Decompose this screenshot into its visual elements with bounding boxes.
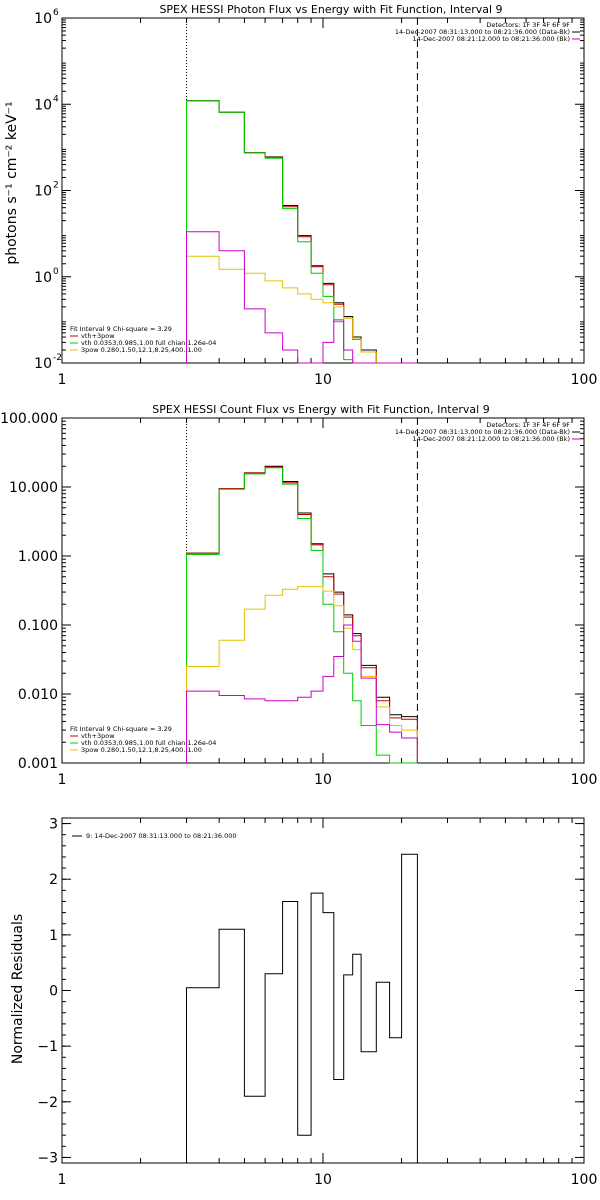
count-flux-panel: SPEX HESSI Count Flux vs Energy with Fit… — [0, 403, 597, 788]
y-tick-label: 10 — [34, 356, 52, 372]
fit-legend-header: Fit Interval 9 Chi-square = 3.29 — [70, 325, 172, 333]
y-tick-label: 2 — [49, 872, 58, 888]
series-3pow-line — [186, 255, 418, 364]
y-tick-label: 10.000 — [9, 480, 58, 496]
y-tick-exponent: 6 — [53, 8, 59, 18]
series-data-line — [186, 100, 418, 364]
y-tick-label: 100.000 — [0, 411, 58, 427]
x-tick-label: 100 — [571, 372, 598, 388]
info-line: Detectors: 1F 3F 4F 6F 9F — [486, 21, 570, 29]
count-flux-fit-legend: Fit Interval 9 Chi-square = 3.29vth+3pow… — [70, 725, 216, 754]
info-line: Detectors: 1F 3F 4F 6F 9F — [486, 421, 570, 429]
x-tick-label: 1 — [58, 1172, 67, 1188]
info-line: 14-Dec-2007 08:21:12.000 to 08:21:36.000… — [413, 35, 571, 43]
y-tick-exponent: 4 — [53, 94, 59, 104]
y-tick-label: −2 — [37, 1095, 58, 1111]
count-flux-x-axis: 1 10 100 — [58, 418, 598, 788]
fit-legend-header: Fit Interval 9 Chi-square = 3.29 — [70, 725, 172, 733]
photon-flux-plot-frame — [61, 17, 585, 364]
y-tick-label: 10 — [34, 184, 52, 200]
residuals-legend-text: 9: 14-Dec-2007 08:31:13.000 to 08:21:36.… — [86, 832, 237, 840]
y-tick-label: 0.001 — [18, 756, 58, 772]
series-residuals-line — [186, 853, 418, 1163]
count-flux-series — [186, 465, 418, 764]
fit-legend-text: vth 0.0353,0.985,1.00 full chian 1.26e-0… — [81, 739, 216, 747]
x-tick-label: 100 — [571, 1172, 598, 1188]
residuals-series — [186, 853, 418, 1163]
info-line: 14-Dec-2007 08:31:13.000 to 08:21:36.000… — [395, 28, 570, 36]
fit-legend-text: vth+3pow — [81, 332, 115, 340]
y-tick-exponent: 0 — [53, 267, 59, 277]
photon-flux-series — [186, 100, 418, 364]
y-tick-label: −1 — [37, 1039, 58, 1055]
y-tick-label: 0.100 — [18, 618, 58, 634]
y-tick-label: 0 — [49, 984, 58, 1000]
x-tick-label: 10 — [314, 1172, 332, 1188]
photon-flux-fit-range-lines — [186, 18, 418, 363]
photon-flux-title: SPEX HESSI Photon Flux vs Energy with Fi… — [159, 3, 502, 16]
x-tick-label: 1 — [58, 372, 67, 388]
info-line: 14-Dec-2007 08:31:13.000 to 08:21:36.000… — [395, 428, 570, 436]
count-flux-title: SPEX HESSI Count Flux vs Energy with Fit… — [152, 403, 489, 416]
y-tick-label: 1.000 — [18, 549, 58, 565]
series-bk-line — [186, 624, 418, 763]
x-tick-label: 100 — [571, 772, 598, 788]
fit-legend-text: vth+3pow — [81, 732, 115, 740]
photon-flux-ylabel: photons s⁻¹ cm⁻² keV⁻¹ — [4, 101, 20, 264]
residuals-y-axis: −3 −2 −1 0 1 2 3 — [37, 817, 584, 1166]
x-tick-label: 1 — [58, 772, 67, 788]
fit-legend-text: vth 0.0353,0.985,1.00 full chian 1.26e-0… — [81, 339, 216, 347]
residuals-panel: Normalized Residuals −3 −2 −1 0 1 2 3 1 10 100 9… — [10, 817, 597, 1188]
residuals-plot-frame — [61, 817, 585, 1164]
y-tick-label: 10 — [34, 270, 52, 286]
x-tick-label: 10 — [314, 772, 332, 788]
series-3pow-line — [186, 586, 418, 763]
fit-legend-text: 3pow 0.280,1.50,12.1,8.25,400.,1.00 — [81, 346, 202, 354]
count-flux-y-axis: 0.001 0.010 0.100 1.000 10.000 100.000 — [0, 411, 584, 772]
info-line: 14-Dec-2007 08:21:12.000 to 08:21:36.000… — [413, 435, 571, 443]
y-tick-label: 10 — [34, 11, 52, 27]
residuals-ylabel: Normalized Residuals — [10, 914, 26, 1064]
y-tick-exponent: 2 — [53, 181, 59, 191]
x-tick-label: 10 — [314, 372, 332, 388]
residuals-x-axis: 1 10 100 — [58, 818, 598, 1188]
photon-flux-fit-legend: Fit Interval 9 Chi-square = 3.29vth+3pow… — [70, 325, 216, 354]
series-vth-line — [186, 100, 418, 364]
series-vth+3pow-line — [186, 100, 418, 364]
y-tick-label: 3 — [49, 817, 58, 833]
y-tick-label: 10 — [34, 97, 52, 113]
y-tick-exponent: -2 — [53, 353, 62, 363]
y-tick-label: 1 — [49, 928, 58, 944]
y-tick-label: −3 — [37, 1150, 58, 1166]
y-tick-label: 0.010 — [18, 687, 58, 703]
series-data-line — [186, 465, 418, 763]
series-bk-line — [186, 231, 418, 364]
fit-legend-text: 3pow 0.280,1.50,12.1,8.25,400.,1.00 — [81, 746, 202, 754]
series-vth-line — [186, 467, 418, 764]
series-vth+3pow-line — [186, 466, 418, 763]
photon-flux-panel: SPEX HESSI Photon Flux vs Energy with Fi… — [4, 3, 597, 388]
residuals-legend: 9: 14-Dec-2007 08:31:13.000 to 08:21:36.… — [72, 832, 237, 840]
count-flux-fit-range-lines — [186, 418, 418, 763]
